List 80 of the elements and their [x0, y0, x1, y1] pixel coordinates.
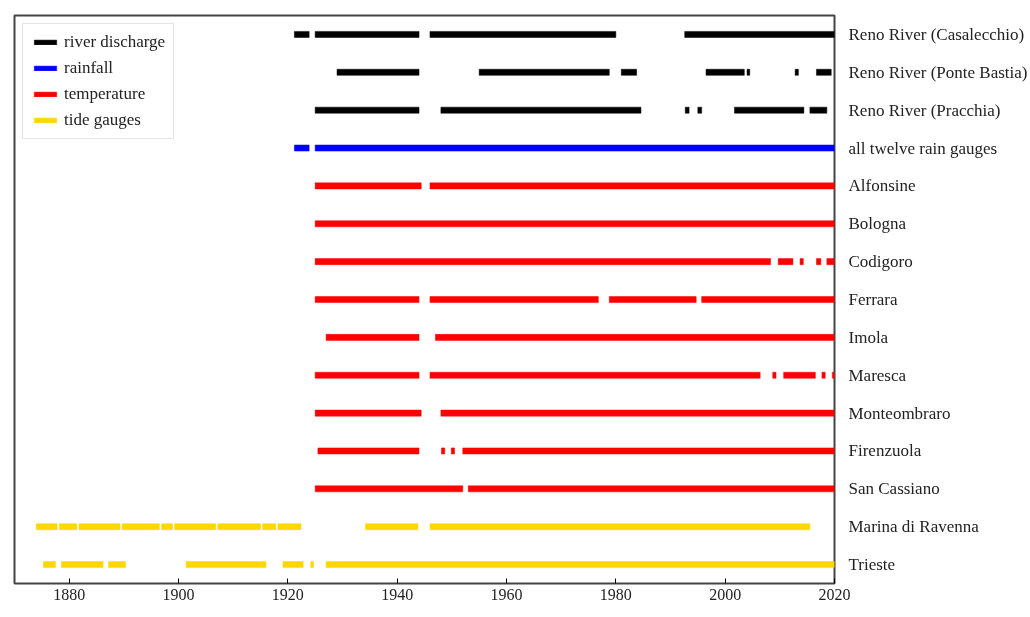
bar	[314, 144, 835, 152]
bar	[451, 447, 455, 455]
bar	[684, 31, 835, 38]
bar	[685, 106, 690, 114]
bar	[809, 106, 828, 114]
bar	[429, 523, 811, 530]
y-tick-label: Trieste	[848, 555, 896, 575]
y-tick-label: Reno River (Pracchia)	[848, 100, 1001, 120]
bar	[799, 258, 804, 265]
x-tick-label: 1980	[599, 585, 632, 603]
bar	[61, 561, 104, 568]
bar	[314, 106, 420, 114]
bar	[314, 485, 464, 493]
bar	[314, 296, 420, 303]
bar	[440, 409, 835, 417]
y-tick-label: Ferrara	[848, 290, 899, 309]
bar	[365, 523, 419, 530]
bar	[777, 258, 794, 265]
y-tick-label: Reno River (Casalecchio)	[848, 24, 1025, 44]
y-tick-label: Firenzuola	[848, 441, 922, 461]
bar	[294, 31, 310, 38]
bar	[783, 371, 816, 379]
bar	[317, 447, 420, 455]
bar	[314, 182, 422, 190]
bar	[701, 296, 835, 303]
bar	[325, 561, 835, 568]
legend-label: tide gauges	[64, 110, 141, 130]
bar	[314, 371, 420, 379]
x-tick-label: 1960	[490, 585, 523, 603]
bar	[478, 69, 610, 76]
bar	[734, 106, 805, 114]
bar	[609, 296, 697, 303]
y-tick-label: all twelve rain gauges	[848, 138, 998, 158]
bar	[440, 106, 642, 114]
y-tick-label: Marina di Ravenna	[848, 517, 980, 537]
x-tick-label: 1880	[53, 585, 86, 603]
bar	[794, 69, 799, 76]
bar	[697, 106, 702, 114]
bar	[429, 371, 761, 379]
bar	[462, 447, 835, 455]
x-tick-label: 1920	[271, 585, 304, 603]
bar	[816, 258, 822, 265]
bar	[429, 182, 835, 190]
bar	[294, 144, 310, 152]
bar	[336, 69, 420, 76]
y-tick-label: Alfonsine	[848, 176, 916, 196]
y-tick-label: Monteombraro	[848, 403, 951, 423]
bar	[772, 371, 777, 379]
bar	[441, 447, 445, 455]
bar	[314, 220, 835, 228]
y-tick-label: Maresca	[848, 365, 907, 385]
bar	[282, 561, 304, 568]
bar	[310, 561, 314, 568]
y-tick-label: Imola	[848, 327, 889, 347]
bar	[325, 334, 420, 341]
bar	[108, 561, 126, 568]
legend-label: river discharge	[64, 32, 166, 52]
bar	[314, 258, 771, 265]
bar	[43, 561, 56, 568]
bar	[621, 69, 637, 76]
bar	[435, 334, 835, 341]
x-tick-label: 1900	[162, 585, 195, 603]
bar	[429, 31, 617, 38]
bar	[821, 371, 826, 379]
x-tick-label: 1940	[381, 585, 414, 603]
y-tick-label: San Cassiano	[848, 479, 940, 499]
bar	[314, 31, 420, 38]
bar	[429, 296, 599, 303]
x-tick-label: 2000	[709, 585, 742, 603]
legend-label: rainfall	[64, 58, 114, 78]
legend-label: temperature	[64, 84, 146, 104]
bar	[467, 485, 835, 493]
y-tick-label: Bologna	[848, 214, 907, 234]
x-tick-label: 2020	[818, 585, 851, 603]
bar	[185, 561, 267, 568]
bar	[816, 69, 832, 76]
y-tick-label: Codigoro	[848, 252, 913, 272]
bar	[826, 258, 835, 265]
y-tick-label: Reno River (Ponte Bastia)	[848, 62, 1028, 82]
bar	[314, 409, 422, 417]
